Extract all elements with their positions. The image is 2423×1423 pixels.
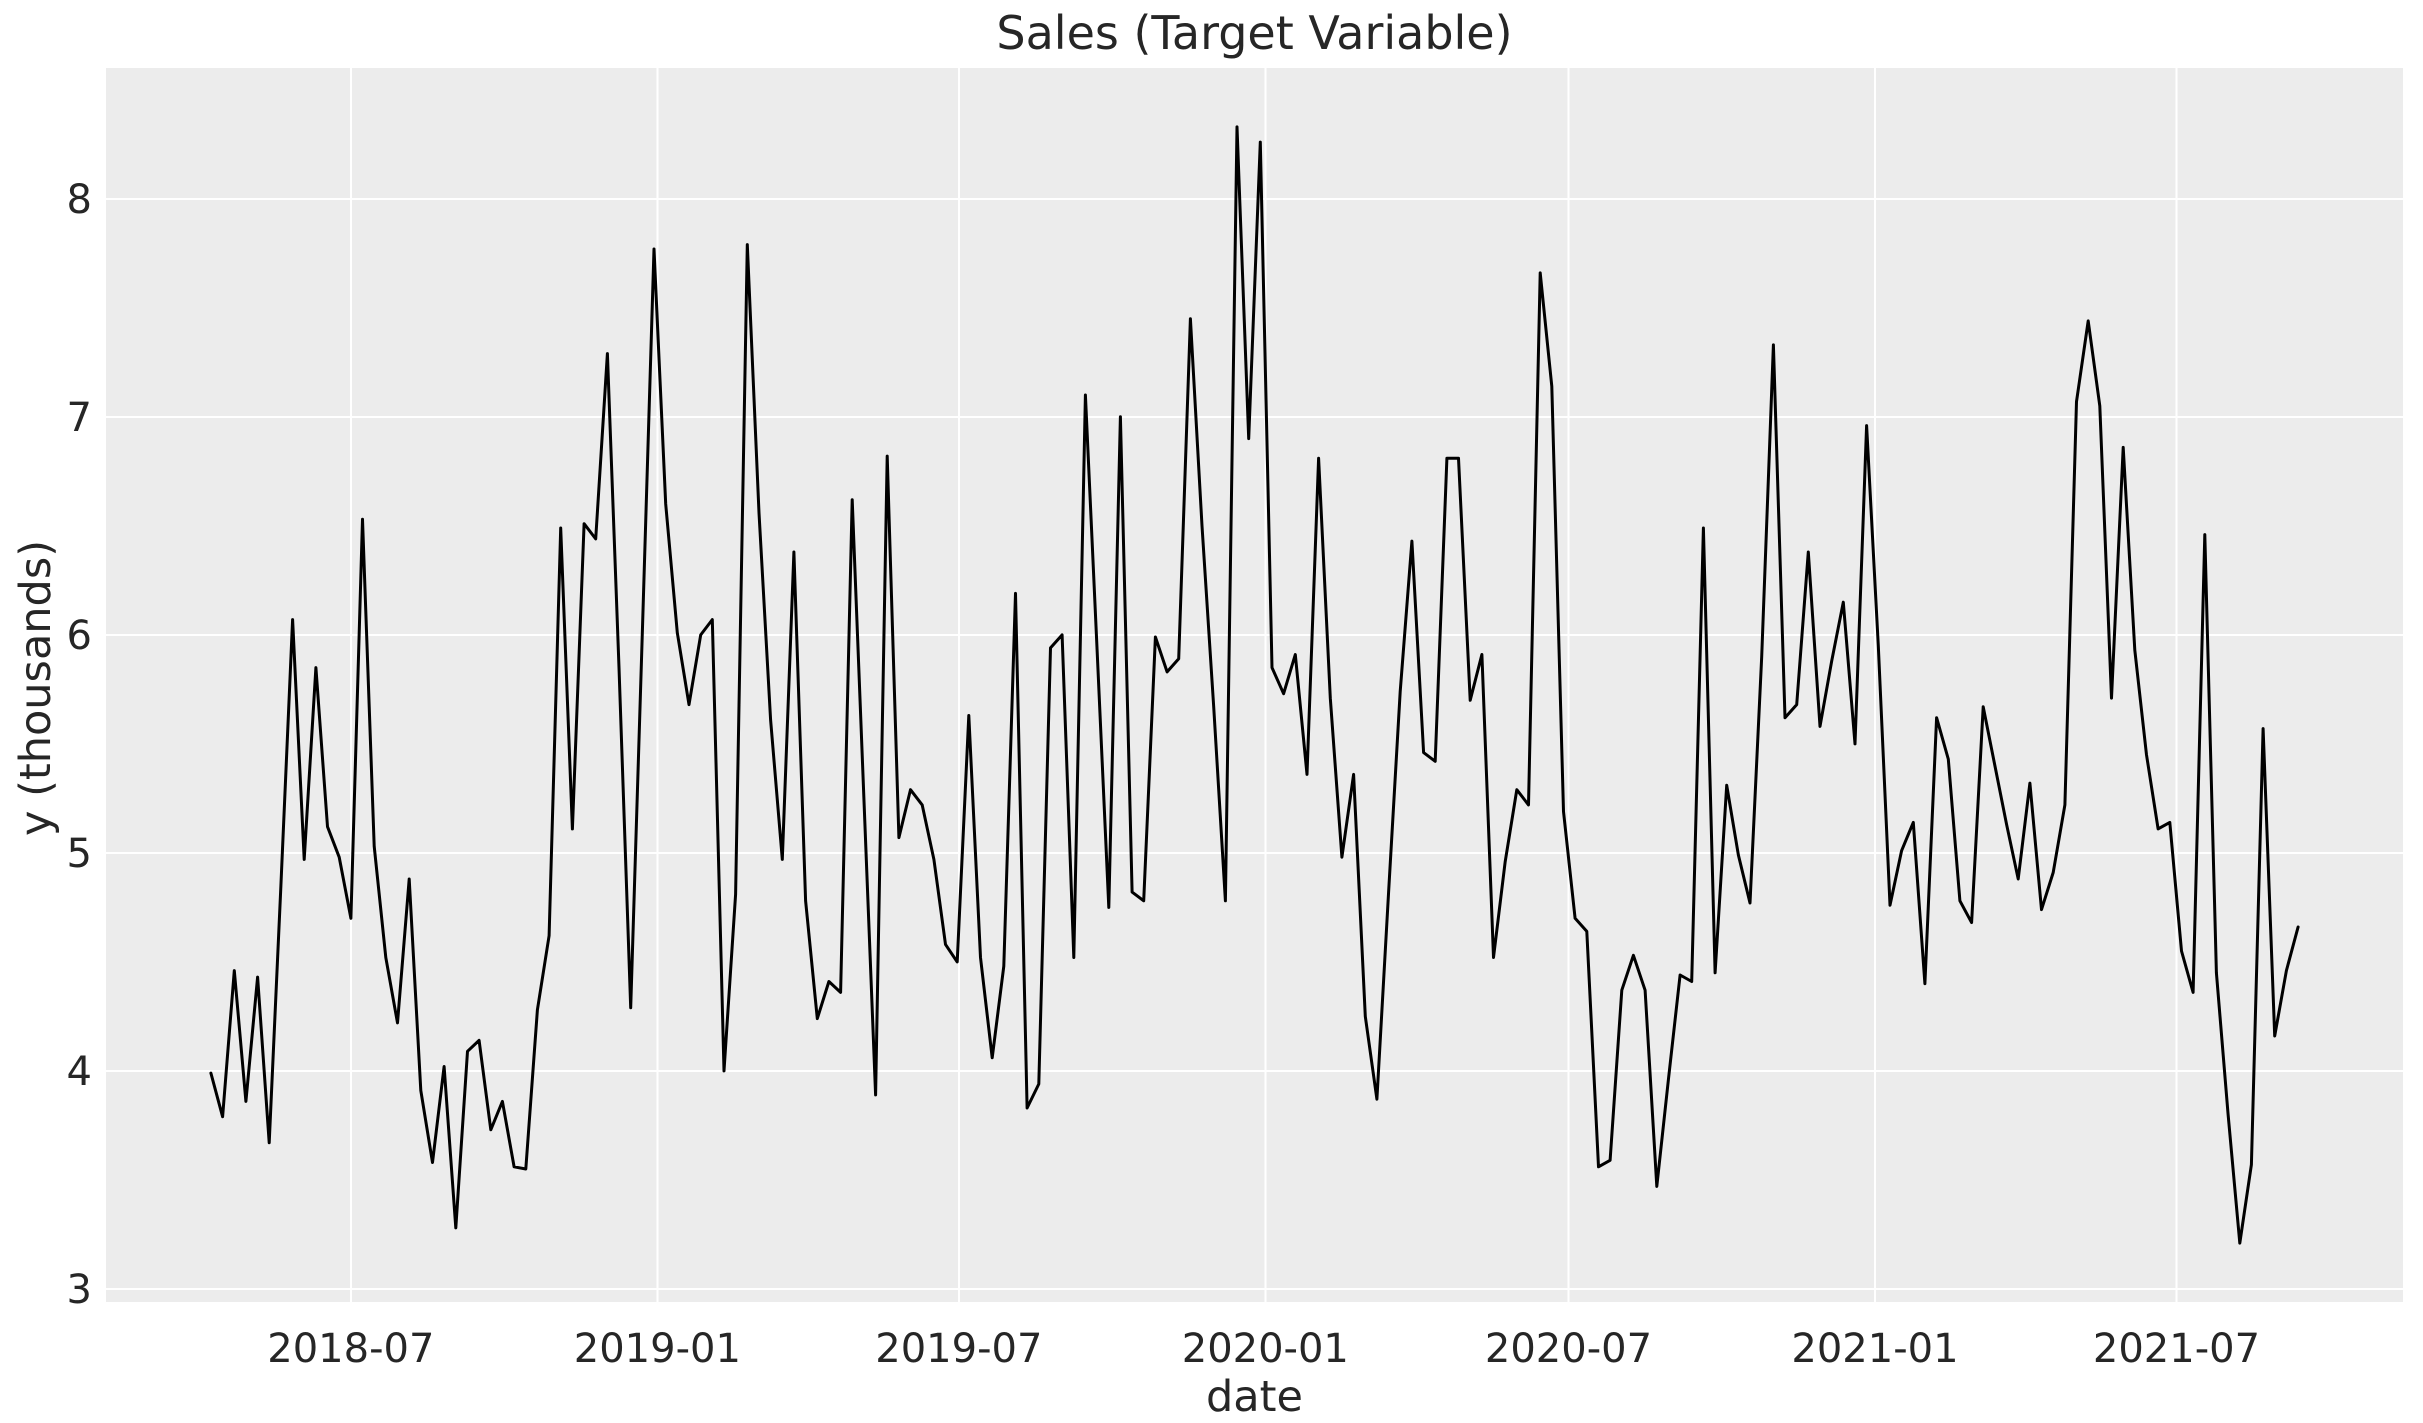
sales-line (209, 125, 2300, 1245)
x-tick-label: 2020-01 (1182, 1326, 1349, 1372)
x-tick-label: 2019-07 (875, 1326, 1042, 1372)
y-tick-label: 7 (67, 395, 92, 441)
y-tick-label: 8 (67, 177, 92, 223)
chart-title: Sales (Target Variable) (996, 6, 1513, 60)
x-axis-label: date (1206, 1372, 1303, 1422)
x-tick-label: 2021-07 (2093, 1326, 2260, 1372)
y-tick-label: 5 (67, 831, 92, 877)
y-tick-label: 4 (67, 1049, 92, 1095)
x-tick-label: 2019-01 (574, 1326, 741, 1372)
x-tick-label: 2020-07 (1485, 1326, 1652, 1372)
y-axis-label: y (thousands) (11, 539, 61, 837)
x-tick-label: 2018-07 (267, 1326, 434, 1372)
y-tick-label: 6 (67, 613, 92, 659)
x-tick-label: 2021-01 (1791, 1326, 1958, 1372)
y-tick-label: 3 (67, 1267, 92, 1313)
